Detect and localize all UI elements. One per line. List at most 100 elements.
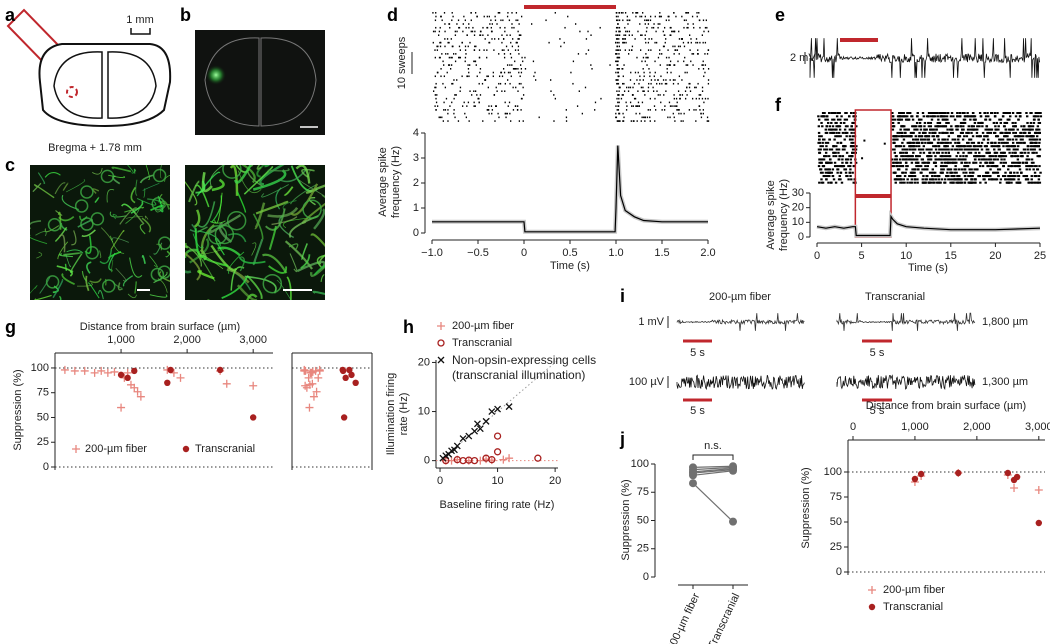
expression-spot bbox=[206, 65, 226, 85]
raster-tick bbox=[1038, 175, 1040, 177]
y-axis-label: Illumination firing rate (Hz) bbox=[385, 364, 411, 464]
raster-tick bbox=[615, 105, 616, 107]
raster-tick bbox=[846, 125, 848, 127]
raster-tick bbox=[840, 142, 842, 144]
raster-tick bbox=[641, 16, 642, 18]
raster-tick bbox=[821, 142, 823, 144]
raster-tick bbox=[850, 155, 852, 157]
raster-tick bbox=[517, 42, 518, 44]
raster-tick bbox=[1029, 139, 1031, 141]
raster-tick bbox=[667, 64, 668, 66]
raster-tick bbox=[626, 105, 627, 107]
raster-tick bbox=[820, 178, 822, 180]
raster-tick bbox=[1002, 145, 1004, 147]
y-tick-label: 20 bbox=[792, 202, 804, 214]
raster-tick bbox=[944, 142, 946, 144]
raster-tick bbox=[1026, 155, 1028, 157]
raster-tick bbox=[911, 162, 913, 164]
data-point bbox=[314, 374, 322, 382]
raster-tick bbox=[670, 34, 671, 36]
raster-tick bbox=[985, 115, 987, 117]
raster-tick bbox=[635, 105, 636, 107]
raster-tick bbox=[895, 158, 897, 160]
raster-tick bbox=[986, 162, 988, 164]
raster-tick bbox=[998, 139, 1000, 141]
raster-tick bbox=[570, 72, 571, 74]
raster-tick bbox=[573, 61, 574, 63]
raster-tick bbox=[940, 115, 942, 117]
raster-tick bbox=[845, 112, 847, 114]
raster-tick bbox=[897, 132, 899, 134]
raster-tick bbox=[706, 19, 707, 21]
raster-tick bbox=[670, 79, 671, 81]
raster-tick bbox=[948, 152, 950, 154]
y-axis-label: Suppression (%) bbox=[800, 467, 812, 548]
raster-tick bbox=[906, 152, 908, 154]
raster-tick bbox=[944, 155, 946, 157]
raster-tick bbox=[903, 115, 905, 117]
raster-tick bbox=[655, 72, 656, 74]
x-tick-label: 0 bbox=[437, 475, 443, 487]
raster-tick bbox=[962, 125, 964, 127]
data-point bbox=[177, 374, 185, 382]
raster-tick bbox=[956, 112, 958, 114]
raster-tick bbox=[630, 79, 631, 81]
raster-tick bbox=[990, 112, 992, 114]
data-point bbox=[483, 418, 489, 424]
raster-tick bbox=[947, 178, 949, 180]
raster-tick bbox=[1004, 172, 1006, 174]
raster-tick bbox=[512, 38, 513, 40]
raster-tick bbox=[493, 72, 494, 74]
raster-tick bbox=[618, 83, 619, 85]
raster-tick bbox=[935, 178, 937, 180]
raster-tick bbox=[840, 122, 842, 124]
raster-tick bbox=[435, 12, 436, 14]
raster-tick bbox=[444, 31, 445, 33]
raster-tick bbox=[1000, 178, 1002, 180]
raster-tick bbox=[678, 113, 679, 115]
raster-tick bbox=[435, 16, 436, 18]
raster-tick bbox=[469, 42, 470, 44]
raster-tick bbox=[945, 122, 947, 124]
raster-tick bbox=[684, 46, 685, 48]
raster-tick bbox=[1021, 155, 1023, 157]
raster-tick bbox=[822, 145, 824, 147]
raster-tick bbox=[443, 64, 444, 66]
raster-tick bbox=[451, 19, 452, 21]
raster-tick bbox=[518, 23, 519, 25]
raster-tick bbox=[509, 102, 510, 104]
raster-tick bbox=[983, 158, 985, 160]
raster-tick bbox=[622, 83, 623, 85]
raster-tick bbox=[438, 34, 439, 36]
legend-label: Transcranial bbox=[883, 601, 943, 613]
raster-tick bbox=[486, 75, 487, 77]
raster-tick bbox=[1017, 119, 1019, 121]
legend-label: Transcranial bbox=[452, 337, 512, 349]
raster-tick bbox=[997, 158, 999, 160]
x-axis-label: Time (s) bbox=[550, 260, 590, 272]
raster-tick bbox=[564, 27, 565, 29]
raster-tick bbox=[818, 119, 820, 121]
raster-tick bbox=[685, 12, 686, 14]
amplitude-scale: 1 mV bbox=[638, 316, 664, 328]
raster-tick bbox=[623, 34, 624, 36]
raster-tick bbox=[952, 115, 954, 117]
legend-marker bbox=[868, 586, 876, 594]
raster-tick bbox=[1030, 142, 1032, 144]
data-point bbox=[104, 369, 112, 377]
raster-tick bbox=[1011, 175, 1013, 177]
raster-tick bbox=[452, 12, 453, 14]
raster-tick bbox=[850, 132, 852, 134]
y-tick-label: 0 bbox=[424, 455, 430, 467]
raster-tick bbox=[455, 31, 456, 33]
raster-tick bbox=[914, 149, 916, 151]
raster-tick bbox=[904, 155, 906, 157]
y-tick-label: 75 bbox=[830, 491, 842, 503]
raster-tick bbox=[847, 165, 849, 167]
raster-tick bbox=[951, 112, 953, 114]
raster-tick bbox=[996, 178, 998, 180]
raster-tick bbox=[504, 27, 505, 29]
raster-tick bbox=[468, 75, 469, 77]
raster-tick bbox=[433, 42, 434, 44]
raster-tick bbox=[1024, 132, 1026, 134]
